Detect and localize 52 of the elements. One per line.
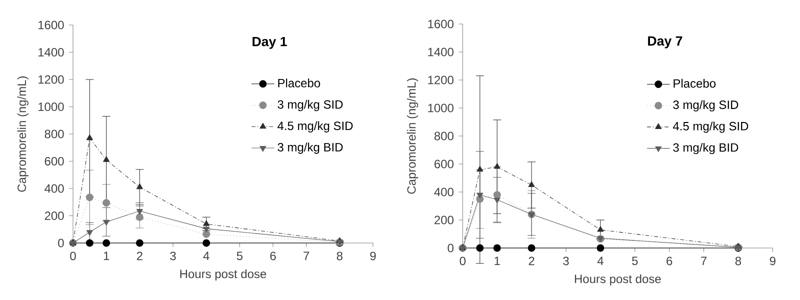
x-tick-label: 0 xyxy=(460,256,466,266)
x-tick-label: 1 xyxy=(104,252,110,260)
x-tick-label: 2 xyxy=(528,256,534,266)
x-tick-label: 7 xyxy=(304,252,310,260)
x-tick-label: 3 xyxy=(170,252,176,260)
y-tick-label: 800 xyxy=(44,130,64,138)
legend-label: 4.5 mg/kg SID xyxy=(278,121,353,132)
legend-label: Placebo xyxy=(674,78,716,88)
text: Day 1 xyxy=(252,36,287,49)
y-tick-label: 400 xyxy=(44,184,64,193)
legend-label: 3 mg/kg SID xyxy=(673,100,738,112)
y-tick-label: 0 xyxy=(448,244,454,252)
x-tick-label: 8 xyxy=(735,256,742,266)
x-tick-label: 6 xyxy=(270,252,276,260)
x-tick-label: 3 xyxy=(563,256,569,266)
y-tick-label: 600 xyxy=(434,160,454,168)
y-tick-label: 1400 xyxy=(38,48,64,57)
x-tick-label: 4 xyxy=(597,256,604,265)
x-tick-label: 9 xyxy=(370,252,376,260)
x-tick-label: 5 xyxy=(632,256,638,266)
y-tick-label: 1600 xyxy=(428,20,454,28)
y-tick-label: 0 xyxy=(58,238,64,248)
x-axis-title: Hours post dose xyxy=(180,269,266,281)
x-tick-label: 9 xyxy=(770,256,776,266)
y-tick-label: 1000 xyxy=(428,104,454,112)
x-tick-label: 2 xyxy=(136,252,142,260)
text: Day 7 xyxy=(648,36,682,48)
y-tick-label: 1200 xyxy=(38,75,64,84)
y-tick-label: 1200 xyxy=(428,76,454,84)
x-tick-label: 4 xyxy=(203,252,210,260)
y-tick-label: 600 xyxy=(44,156,64,166)
x-axis-title: Hours post dose xyxy=(574,274,661,286)
y-axis-title: Capromorelin (ng/mL) xyxy=(406,78,418,194)
legend-label: Placebo xyxy=(278,78,320,88)
y-tick-label: 400 xyxy=(434,188,454,196)
y-tick-label: 200 xyxy=(434,216,454,224)
x-tick-label: 8 xyxy=(336,252,342,260)
y-tick-label: 1000 xyxy=(38,102,64,112)
x-tick-label: 6 xyxy=(666,256,672,266)
y-tick-label: 1600 xyxy=(38,20,64,30)
x-tick-label: 1 xyxy=(494,256,500,265)
legend-label: 4.5 mg/kg SID xyxy=(672,122,748,133)
y-tick-label: 800 xyxy=(434,132,454,140)
y-tick-label: 1400 xyxy=(428,48,454,56)
y-tick-label: 200 xyxy=(44,211,64,220)
y-axis-title: Capromorelin (ng/mL) xyxy=(17,76,28,192)
legend-label: 3 mg/kg BID xyxy=(278,142,343,154)
x-tick-label: 0 xyxy=(70,252,76,260)
legend-label: 3 mg/kg BID xyxy=(673,142,738,154)
x-tick-label: 7 xyxy=(701,256,707,265)
legend-label: 3 mg/kg SID xyxy=(278,100,343,112)
x-tick-label: 5 xyxy=(236,252,242,260)
